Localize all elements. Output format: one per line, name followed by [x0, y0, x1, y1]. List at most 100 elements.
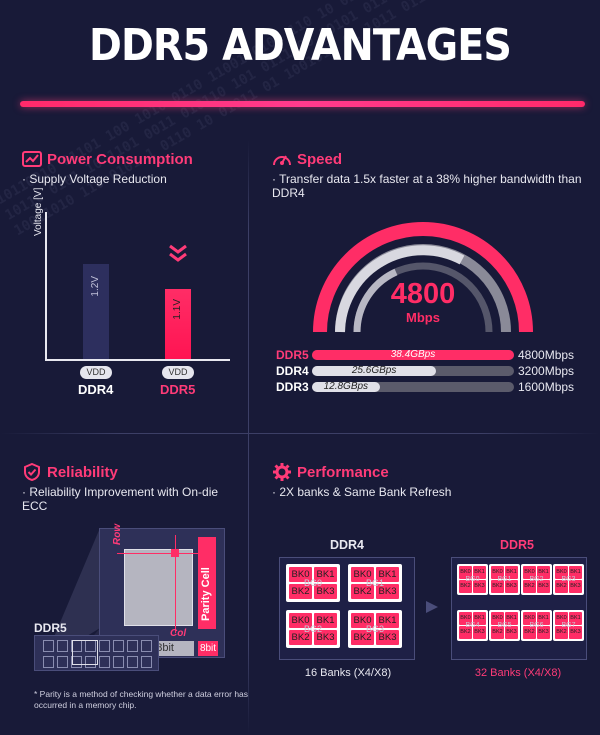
bank-cell: BK3: [505, 580, 518, 593]
bank-cell: BK1: [473, 612, 486, 625]
bank-cell: BK2: [459, 626, 472, 639]
bank-group: BK0 BK1 BK2 BK3 BG7: [553, 610, 584, 641]
bank-cell: BK2: [351, 630, 374, 645]
ecc-col-label: Col: [170, 628, 187, 639]
bank-group: BK0 BK1 BK2 BK3 BG6: [521, 610, 552, 641]
bank-cell: BK0: [289, 613, 312, 628]
bank-cell: BK0: [491, 566, 504, 579]
speed-ddr4-fill: 25.6GBps: [312, 366, 437, 376]
voltage-axis-label: Voltage [V]: [33, 187, 44, 236]
bank-cell: BK3: [569, 580, 582, 593]
bank-cell: BK3: [537, 580, 550, 593]
bank-group: BK0 BK1 BK2 BK3 BG1: [489, 564, 520, 595]
bank-cell: BK2: [459, 580, 472, 593]
power-section-title: Power Consumption: [22, 150, 193, 168]
speed-section-title: Speed: [272, 150, 342, 168]
speed-ddr4-label: DDR4: [276, 364, 309, 378]
module-highlight-chip: [72, 640, 98, 665]
bank-cell: BK3: [376, 584, 399, 599]
bank-cell: BK2: [289, 630, 312, 645]
gear-icon: [273, 463, 291, 481]
speed-ddr3-label: DDR3: [276, 380, 309, 394]
speed-title-text: Speed: [297, 150, 343, 168]
bank-group-label: BG4: [465, 622, 480, 629]
bank-cell: BK3: [314, 584, 337, 599]
bank-group-label: BG1: [365, 578, 384, 588]
bank-group: BK0 BK1 BK2 BK3 BG4: [457, 610, 488, 641]
bank-cell: BK2: [523, 626, 536, 639]
parity-cell-column: Parity Cell: [198, 537, 216, 629]
ddr5-voltage-label: 1.1V: [172, 299, 183, 320]
ddr4-bar-name: DDR4: [78, 382, 114, 397]
performance-subtitle: · 2X banks & Same Bank Refresh: [272, 485, 452, 499]
bank-group: BK0 BK1 BK2 BK3 BG1: [348, 564, 402, 602]
speed-ddr5-fill: 38.4GBps: [312, 350, 514, 360]
module-chips-top: [43, 640, 152, 652]
bank-cell: BK0: [459, 612, 472, 625]
ddr5-banks-title: DDR5: [499, 538, 535, 552]
bank-cell: BK1: [376, 613, 399, 628]
bank-cell: BK1: [537, 612, 550, 625]
voltage-axis-x: [45, 359, 230, 361]
bank-group: BK0 BK1 BK2 BK3 BG0: [286, 564, 340, 602]
speed-ddr4-track: 25.6GBps: [312, 366, 514, 376]
bank-group-label: BG3: [365, 624, 384, 634]
title-underline: [20, 101, 585, 107]
ddr5-bank-box: BK0 BK1 BK2 BK3 BG0 BK0 BK1 BK2 BK3 BG1 BK0 BK1 BK2 B…: [451, 557, 587, 660]
speed-ddr5-rate: 4800Mbps: [518, 348, 575, 362]
power-subtitle: · Supply Voltage Reduction: [22, 172, 167, 186]
ecc-data-array: [124, 549, 193, 626]
ddr5-banks-caption: 32 Banks (X4/X8): [474, 667, 562, 679]
bank-cell: BK3: [537, 626, 550, 639]
reliability-title-text: Reliability: [47, 463, 118, 481]
bank-group: BK0 BK1 BK2 BK3 BG2: [521, 564, 552, 595]
bank-cell: BK2: [523, 580, 536, 593]
bank-group-label: BG0: [465, 576, 480, 583]
bank-cell: BK1: [505, 612, 518, 625]
bank-cell: BK0: [523, 566, 536, 579]
bank-group: BK0 BK1 BK2 BK3 BG3: [348, 610, 402, 648]
ddr5-vdd-badge: VDD: [162, 366, 194, 379]
speed-ddr5-track: 38.4GBps: [312, 350, 514, 360]
parity-cell-label: Parity Cell: [200, 567, 212, 621]
memory-module: [34, 635, 159, 671]
vertical-divider: [248, 140, 249, 735]
bank-cell: BK0: [555, 566, 568, 579]
bank-group-label: BG2: [529, 576, 544, 583]
speed-subtitle: · Transfer data 1.5x faster at a 38% hig…: [272, 172, 582, 200]
power-title-text: Power Consumption: [47, 150, 193, 168]
bank-cell: BK2: [555, 580, 568, 593]
bank-cell: BK2: [491, 626, 504, 639]
bank-cell: BK2: [351, 584, 374, 599]
bank-group-label: BG6: [529, 622, 544, 629]
bank-cell: BK0: [555, 612, 568, 625]
bank-cell: BK1: [569, 566, 582, 579]
bank-group-label: BG1: [497, 576, 512, 583]
bank-group: BK0 BK1 BK2 BK3 BG0: [457, 564, 488, 595]
speed-ddr3-track: 12.8GBps: [312, 382, 514, 392]
bank-group-label: BG2: [303, 624, 322, 634]
ddr4-banks-caption: 16 Banks (X4/X8): [304, 667, 392, 679]
bank-cell: BK0: [351, 567, 374, 582]
ecc-row-label: Row: [112, 523, 123, 545]
bank-group-label: BG0: [303, 578, 322, 588]
speed-ddr4-rate: 3200Mbps: [518, 364, 575, 378]
speed-ddr5-label: DDR5: [276, 348, 309, 362]
ddr5-voltage-bar: 1.1V: [165, 289, 191, 359]
performance-section-title: Performance: [272, 463, 389, 481]
bank-group-label: BG5: [497, 622, 512, 629]
bank-cell: BK2: [491, 580, 504, 593]
ddr4-banks-title: DDR4: [329, 538, 365, 552]
bank-cell: BK3: [376, 630, 399, 645]
speed-gauge: [313, 222, 533, 333]
ddr5-bar-name: DDR5: [160, 382, 196, 397]
bank-group-label: BG3: [561, 576, 576, 583]
bank-cell: BK0: [351, 613, 374, 628]
bank-cell: BK1: [314, 567, 337, 582]
bank-group: BK0 BK1 BK2 BK3 BG2: [286, 610, 340, 648]
chevron-down-icon: [169, 244, 187, 262]
voltage-axis-y: [45, 212, 47, 360]
ecc-row-line: [117, 553, 207, 554]
bank-cell: BK1: [376, 567, 399, 582]
gauge-unit: Mbps: [406, 310, 440, 325]
